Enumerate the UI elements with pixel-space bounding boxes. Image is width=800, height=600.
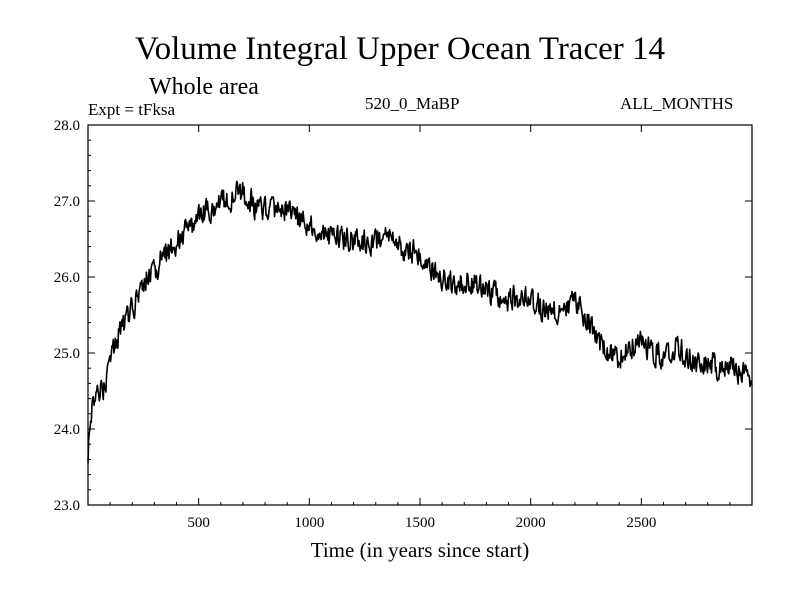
period-label: ALL_MONTHS [620,94,734,113]
series-line [87,180,753,464]
x-tick-label: 1000 [294,515,324,531]
x-tick-label: 500 [187,515,210,531]
experiment-label: Expt = tFksa [88,100,176,119]
y-tick-label: 27.0 [54,194,80,210]
chart-title: Volume Integral Upper Ocean Tracer 14 [135,31,665,67]
y-tick-label: 26.0 [54,270,80,286]
x-tick-label: 2500 [626,515,656,531]
run-label: 520_0_MaBP [365,94,460,113]
x-tick-label: 2000 [516,515,546,531]
y-axis: 23.0 24.0 25.0 26.0 27.0 28.0 [54,118,752,514]
series-layer [87,180,753,464]
y-tick-label: 25.0 [54,346,80,362]
chart-subtitle: Whole area [149,74,259,100]
x-tick-label: 1500 [405,515,435,531]
y-tick-label: 23.0 [54,498,80,514]
plot-frame [87,124,753,506]
x-axis-label: Time (in years since start) [310,538,530,562]
y-tick-label: 28.0 [54,118,80,134]
x-axis: 500 1000 1500 2000 2500 [109,125,731,531]
y-tick-label: 24.0 [54,422,80,438]
